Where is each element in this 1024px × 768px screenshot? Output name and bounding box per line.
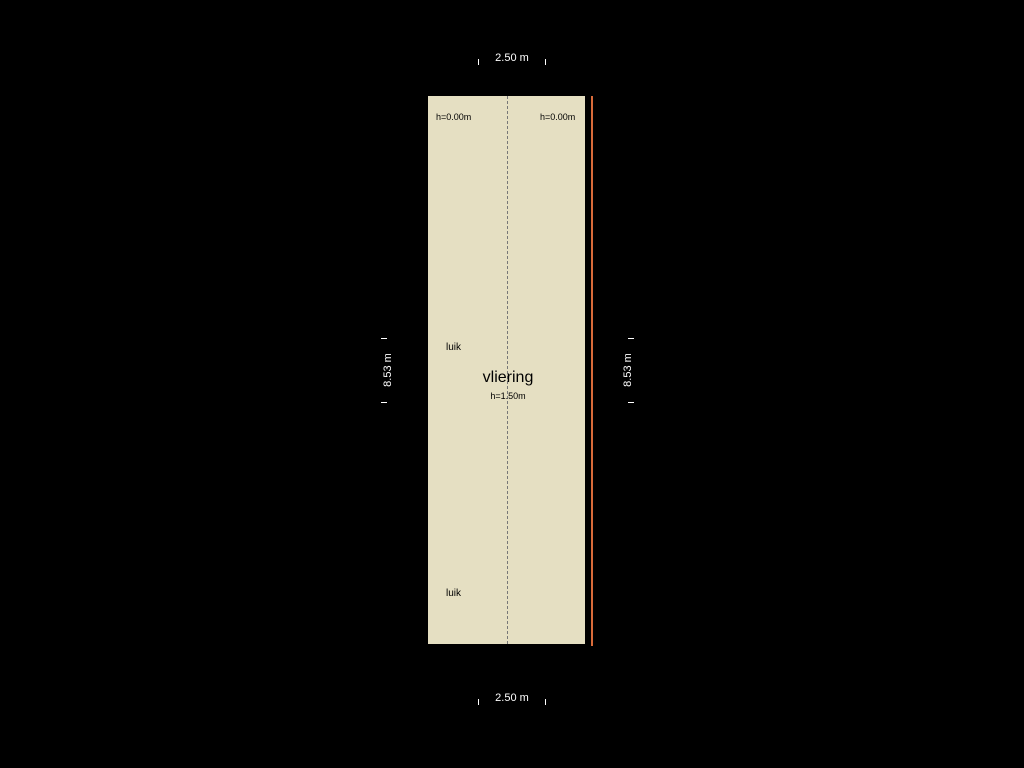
tick-mark	[381, 338, 387, 339]
tick-mark	[545, 59, 546, 65]
dimension-left: 8.53 m	[382, 353, 394, 387]
tick-mark	[628, 402, 634, 403]
dimension-right: 8.53 m	[622, 353, 634, 387]
tick-mark	[478, 699, 479, 705]
edge-highlight-right	[591, 96, 593, 646]
eave-height-right: h=0.00m	[540, 112, 575, 122]
dimension-top: 2.50 m	[495, 52, 529, 64]
tick-mark	[545, 699, 546, 705]
room-title: vliering	[483, 369, 534, 387]
floorplan-canvas: h=0.00m h=0.00m vliering h=1.50m luik lu…	[0, 0, 1024, 768]
tick-mark	[381, 402, 387, 403]
room-height-label: h=1.50m	[490, 391, 525, 401]
eave-height-left: h=0.00m	[436, 112, 471, 122]
luik-label-top: luik	[446, 342, 461, 353]
tick-mark	[628, 338, 634, 339]
luik-label-bottom: luik	[446, 588, 461, 599]
tick-mark	[478, 59, 479, 65]
dimension-bottom: 2.50 m	[495, 692, 529, 704]
